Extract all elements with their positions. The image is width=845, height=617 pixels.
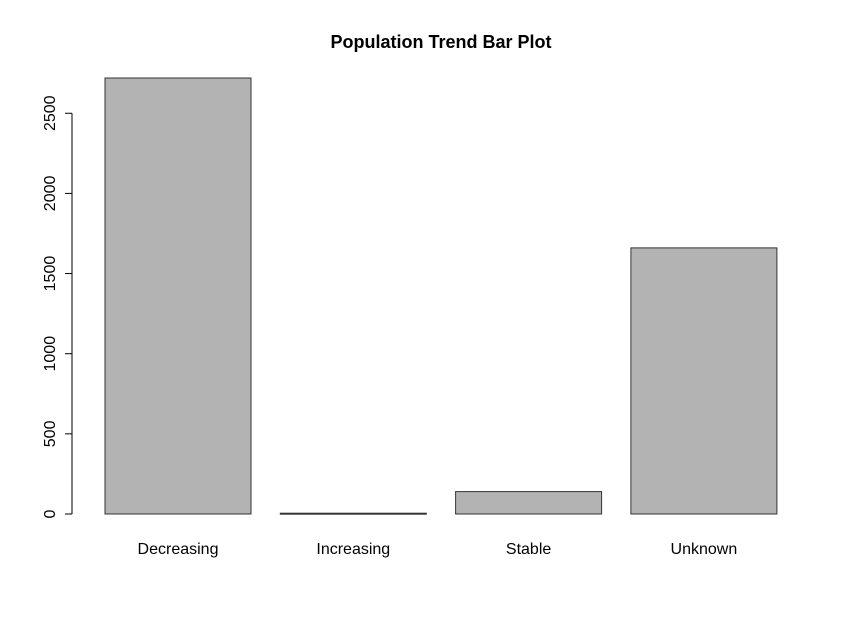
y-tick-label: 1000: [42, 336, 59, 372]
bar-unknown: [630, 247, 778, 515]
bar-increasing: [279, 512, 427, 515]
y-tick-label: 1500: [42, 256, 59, 292]
y-axis: 0 500 1000 1500 2000 2500: [42, 95, 73, 518]
y-tick-label: 500: [42, 420, 59, 447]
x-category-label: Stable: [506, 541, 551, 558]
x-category-label: Decreasing: [138, 541, 219, 558]
y-tick-label: 0: [42, 509, 59, 518]
x-category-label: Increasing: [316, 541, 390, 558]
bar-decreasing: [104, 77, 252, 515]
y-tick-label: 2000: [42, 176, 59, 212]
chart-title: Population Trend Bar Plot: [330, 32, 551, 52]
y-tick-label: 2500: [42, 95, 59, 131]
x-axis-labels: Decreasing Increasing Stable Unknown: [138, 541, 738, 558]
bar-stable: [455, 491, 603, 515]
bars-group: [104, 77, 778, 515]
x-category-label: Unknown: [671, 541, 738, 558]
